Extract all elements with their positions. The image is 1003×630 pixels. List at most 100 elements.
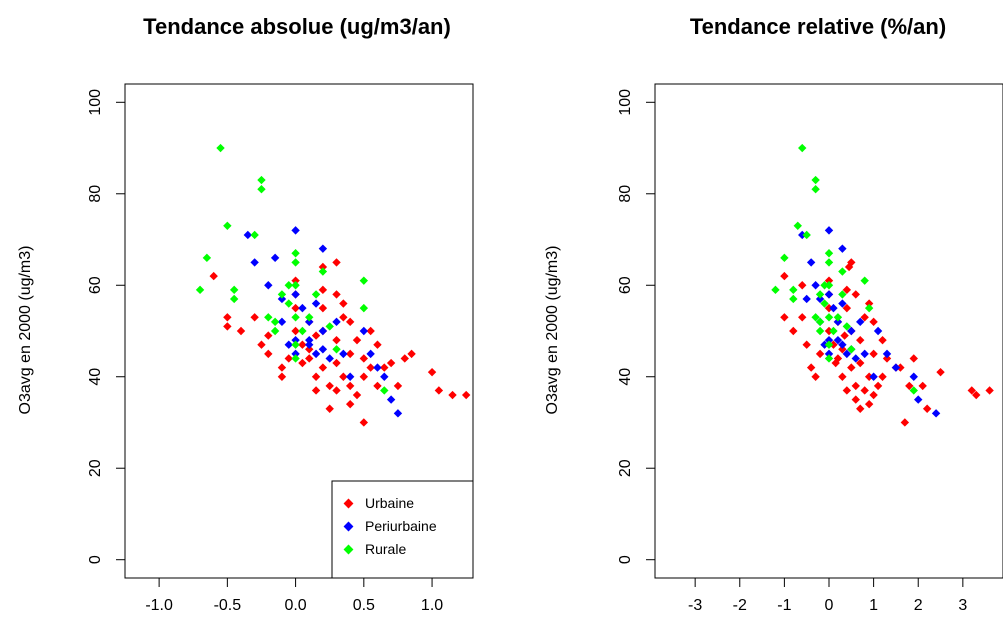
point-urbaine-absolute xyxy=(448,390,457,400)
point-urbaine-absolute xyxy=(223,322,232,331)
point-urbaine-relative xyxy=(780,313,789,322)
point-rurale-absolute xyxy=(202,253,212,263)
point-rurale-absolute xyxy=(359,303,369,313)
x-tick-label-relative: -1 xyxy=(777,597,791,614)
y-tick-label-relative: 0 xyxy=(617,555,634,564)
x-tick-label-relative: 0 xyxy=(825,597,834,614)
point-periurbaine-absolute xyxy=(366,349,375,359)
point-urbaine-relative xyxy=(780,271,789,281)
point-urbaine-relative xyxy=(878,372,887,381)
point-rurale-absolute xyxy=(380,386,389,395)
point-periurbaine-absolute xyxy=(284,340,293,349)
point-urbaine-absolute xyxy=(264,331,273,340)
point-periurbaine-relative xyxy=(829,303,838,313)
point-periurbaine-relative xyxy=(914,395,923,404)
point-urbaine-absolute xyxy=(291,303,300,313)
point-urbaine-relative xyxy=(824,326,834,336)
point-urbaine-absolute xyxy=(318,285,328,295)
point-periurbaine-absolute xyxy=(311,299,321,308)
point-urbaine-absolute xyxy=(332,335,341,345)
point-urbaine-relative xyxy=(842,303,852,313)
point-urbaine-relative xyxy=(847,363,856,372)
y-tick-label-absolute: 80 xyxy=(87,185,104,203)
point-periurbaine-relative xyxy=(802,294,811,304)
point-periurbaine-relative xyxy=(851,354,860,363)
point-urbaine-relative xyxy=(798,281,807,290)
point-rurale-absolute xyxy=(223,221,232,230)
point-urbaine-relative xyxy=(869,349,878,359)
point-urbaine-absolute xyxy=(359,372,369,381)
point-rurale-absolute xyxy=(291,258,300,267)
point-urbaine-absolute xyxy=(291,276,300,285)
point-urbaine-absolute xyxy=(305,354,314,363)
point-rurale-relative xyxy=(811,185,820,194)
point-periurbaine-absolute xyxy=(345,372,355,381)
legend-label-urbaine: Urbaine xyxy=(365,495,414,511)
point-periurbaine-relative xyxy=(909,372,918,381)
point-periurbaine-relative xyxy=(824,349,834,359)
point-rurale-absolute xyxy=(250,230,259,240)
point-urbaine-relative xyxy=(967,386,976,395)
point-urbaine-absolute xyxy=(339,299,348,308)
point-periurbaine-absolute xyxy=(318,345,328,354)
y-tick-label-absolute: 0 xyxy=(87,555,104,564)
legend-label-periurbaine: Periurbaine xyxy=(365,518,437,534)
point-urbaine-relative xyxy=(842,285,852,295)
point-urbaine-relative xyxy=(798,313,807,322)
legend-marker-periurbaine xyxy=(343,521,354,532)
point-rurale-absolute xyxy=(298,326,307,336)
point-urbaine-relative xyxy=(842,386,852,395)
point-urbaine-absolute xyxy=(318,262,328,272)
point-urbaine-absolute xyxy=(407,349,416,359)
point-rurale-absolute xyxy=(270,326,280,336)
y-axis-label-absolute: O3avg en 2000 (ug/m3) xyxy=(17,246,34,415)
point-periurbaine-absolute xyxy=(277,294,287,304)
point-urbaine-absolute xyxy=(339,313,348,322)
point-rurale-relative xyxy=(820,281,829,290)
point-rurale-absolute xyxy=(291,249,300,258)
point-periurbaine-relative xyxy=(824,226,834,235)
point-periurbaine-relative xyxy=(833,317,843,327)
point-rurale-absolute xyxy=(291,340,300,349)
point-rurale-absolute xyxy=(229,294,239,304)
point-urbaine-relative xyxy=(905,381,914,391)
point-periurbaine-relative xyxy=(869,372,878,381)
point-periurbaine-relative xyxy=(842,349,852,359)
point-urbaine-relative xyxy=(838,345,847,354)
panel-absolute: Tendance absolue (ug/m3/an) O3avg en 200… xyxy=(17,14,474,614)
point-periurbaine-absolute xyxy=(305,340,314,349)
point-rurale-absolute xyxy=(257,175,266,185)
point-rurale-relative xyxy=(789,285,798,295)
point-periurbaine-absolute xyxy=(277,317,287,327)
point-rurale-absolute xyxy=(195,285,205,295)
point-urbaine-relative xyxy=(824,303,834,313)
point-rurale-relative xyxy=(789,294,798,304)
point-periurbaine-absolute xyxy=(291,226,300,235)
point-rurale-absolute xyxy=(332,345,341,354)
point-urbaine-absolute xyxy=(373,340,382,349)
point-urbaine-absolute xyxy=(284,354,293,363)
point-urbaine-absolute xyxy=(305,345,314,354)
point-urbaine-absolute xyxy=(366,363,375,372)
point-rurale-relative xyxy=(824,354,834,363)
point-rurale-relative xyxy=(802,230,811,240)
x-tick-label-relative: -3 xyxy=(688,597,702,614)
point-urbaine-absolute xyxy=(291,326,300,336)
point-periurbaine-relative xyxy=(806,258,816,267)
point-periurbaine-absolute xyxy=(393,409,403,418)
point-periurbaine-absolute xyxy=(243,230,253,240)
point-rurale-relative xyxy=(815,290,825,299)
point-urbaine-absolute xyxy=(264,349,273,359)
x-tick-label-absolute: 0.0 xyxy=(284,597,306,614)
point-periurbaine-absolute xyxy=(318,326,328,336)
point-urbaine-absolute xyxy=(236,326,246,336)
point-rurale-relative xyxy=(824,249,834,258)
point-urbaine-relative xyxy=(909,354,918,363)
point-rurale-absolute xyxy=(277,290,287,299)
point-rurale-absolute xyxy=(325,322,334,331)
point-rurale-relative xyxy=(860,276,869,285)
chart-title-relative: Tendance relative (%/an) xyxy=(690,14,946,39)
point-rurale-relative xyxy=(811,175,820,185)
point-periurbaine-absolute xyxy=(318,244,328,253)
point-urbaine-absolute xyxy=(359,354,369,363)
